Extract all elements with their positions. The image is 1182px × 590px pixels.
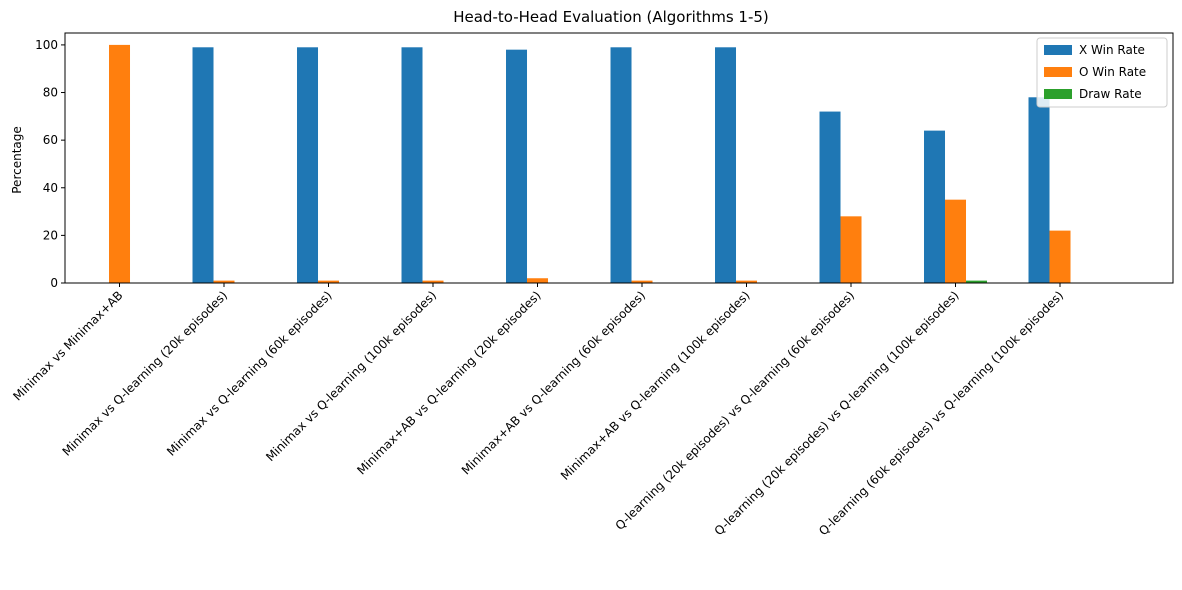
bar-x-win-rate-4 [506,49,528,283]
bar-x-win-rate-5 [610,47,632,283]
chart-title: Head-to-Head Evaluation (Algorithms 1-5) [453,8,769,26]
y-ticks: 0 20 40 60 80 100 [35,38,65,290]
x-category-label: Q-learning (60k episodes) vs Q-learning … [816,288,1066,538]
bar-o-win-rate-6 [736,280,758,283]
bar-o-win-rate-1 [213,280,235,283]
bar-x-win-rate-6 [715,47,737,283]
legend-swatch [1044,45,1072,55]
bar-o-win-rate-9 [1049,230,1071,283]
y-tick-label: 40 [43,181,58,195]
legend-label: X Win Rate [1079,43,1145,57]
y-tick-label: 100 [35,38,58,52]
bar-draw-rate-8 [966,280,988,283]
legend: X Win Rate O Win Rate Draw Rate [1036,37,1168,108]
plot-frame [64,32,1174,284]
bar-o-win-rate-7 [840,216,862,283]
bar-o-win-rate-2 [318,280,340,283]
x-category-label: Minimax vs Q-learning (100k episodes) [263,288,439,464]
bar-x-win-rate-7 [819,111,841,283]
bar-x-win-rate-3 [401,47,423,283]
x-category-label: Minimax+AB vs Q-learning (20k episodes) [354,288,543,477]
x-category-label: Minimax vs Q-learning (60k episodes) [164,288,335,459]
bars-layer [109,44,1071,284]
bar-x-win-rate-1 [192,47,214,283]
x-category-label: Minimax vs Q-learning (20k episodes) [60,288,231,459]
legend-swatch [1044,89,1072,99]
bar-o-win-rate-0 [109,44,131,284]
x-category-label: Minimax+AB vs Q-learning (60k episodes) [459,288,648,477]
x-category-label: Q-learning (20k episodes) vs Q-learning … [613,288,858,533]
bar-x-win-rate-2 [297,47,319,283]
legend-swatch [1044,67,1072,77]
x-category-label: Minimax vs Minimax+AB [10,288,125,403]
bar-o-win-rate-3 [422,280,444,283]
legend-label: O Win Rate [1079,65,1146,79]
y-tick-label: 80 [43,86,58,100]
y-tick-label: 20 [43,228,58,242]
bar-o-win-rate-5 [631,280,653,283]
y-tick-label: 60 [43,133,58,147]
y-axis-label: Percentage [10,126,24,194]
x-category-label: Q-learning (20k episodes) vs Q-learning … [712,288,962,538]
x-category-label: Minimax+AB vs Q-learning (100k episodes) [558,288,753,483]
bar-o-win-rate-8 [945,199,967,283]
legend-label: Draw Rate [1079,87,1142,101]
bar-x-win-rate-8 [924,130,946,283]
bar-x-win-rate-9 [1028,97,1050,283]
bar-o-win-rate-4 [527,278,549,283]
y-tick-label: 0 [50,276,58,290]
